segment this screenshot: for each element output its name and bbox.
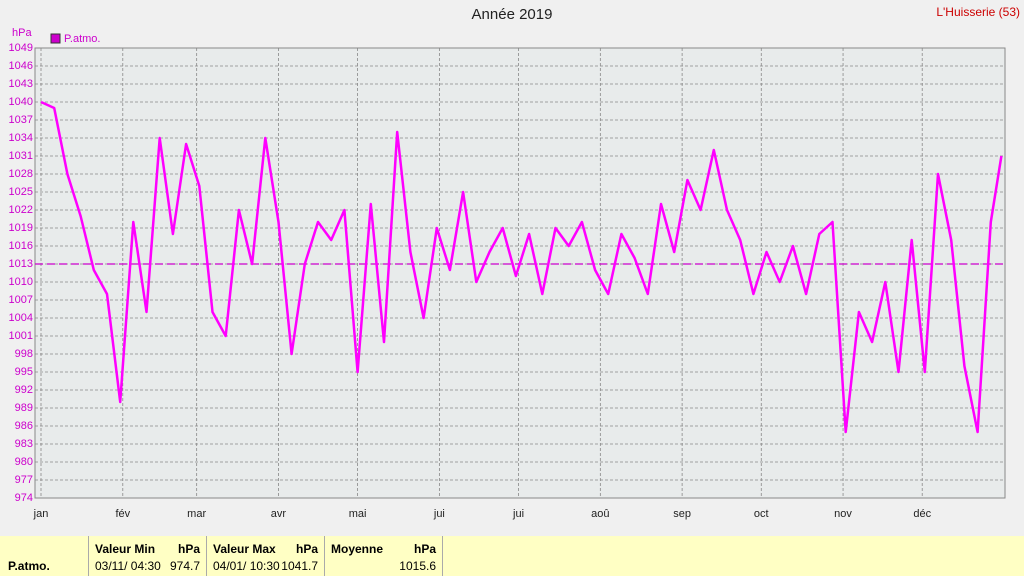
x-tick-label: jan: [33, 508, 49, 520]
y-axis-label: hPa: [12, 27, 32, 39]
stat-unit: hPa: [295, 542, 318, 556]
x-tick-label: déc: [913, 508, 931, 520]
y-tick-label: 995: [15, 366, 33, 378]
stats-panel: P.atmo. Valeur Min hPa 03/11/ 04:30 974.…: [0, 536, 1024, 576]
x-tick-label: fév: [115, 508, 130, 520]
y-tick-label: 1022: [9, 204, 33, 216]
legend-swatch: [50, 33, 61, 44]
y-tick-label: 1046: [9, 60, 33, 72]
stat-header: Moyenne: [331, 542, 384, 556]
y-tick-label: 974: [15, 492, 33, 504]
chart: Année 2019 L'Huisserie (53) hPa P.atmo. …: [9, 5, 1020, 520]
y-tick-label: 1043: [9, 78, 33, 90]
y-tick-label: 1049: [9, 42, 33, 54]
plot-area: [34, 47, 1006, 499]
y-tick-label: 980: [15, 456, 33, 468]
x-tick-label: oct: [754, 508, 769, 520]
station: L'Huisserie (53): [936, 5, 1020, 19]
y-tick-label: 1001: [9, 330, 33, 342]
x-tick-label: mar: [187, 508, 206, 520]
y-tick-label: 1037: [9, 114, 33, 126]
x-tick-label: nov: [834, 508, 852, 520]
x-tick-label: sep: [673, 508, 691, 520]
y-tick-label: 1031: [9, 150, 33, 162]
x-tick-label: aoû: [591, 508, 609, 520]
legend-label: P.atmo.: [64, 33, 101, 45]
stat-value: 1015.6: [399, 559, 436, 573]
y-tick-label: 989: [15, 402, 33, 414]
x-tick-label: avr: [271, 508, 287, 520]
x-tick-label: mai: [349, 508, 367, 520]
y-tick-label: 1025: [9, 186, 33, 198]
y-tick-label: 983: [15, 438, 33, 450]
y-tick-label: 1040: [9, 96, 33, 108]
y-tick-label: 977: [15, 474, 33, 486]
stat-value: 974.7: [169, 559, 200, 573]
x-tick-label: jui: [512, 508, 524, 520]
y-tick-label: 1034: [9, 132, 33, 144]
stat-date: 04/01/ 10:30: [213, 559, 280, 573]
y-tick-label: 1013: [9, 258, 33, 270]
stat-header: Valeur Max: [213, 542, 276, 556]
y-tick-label: 1028: [9, 168, 33, 180]
y-tick-label: 1004: [9, 312, 33, 324]
stat-cell: Valeur Max hPa 04/01/ 10:30 1041.7: [206, 536, 325, 576]
chart-title: Année 2019: [472, 6, 553, 23]
stat-date: 03/11/ 04:30: [95, 559, 161, 573]
y-tick-label: 992: [15, 384, 33, 396]
stat-unit: hPa: [413, 542, 436, 556]
stat-cell: Valeur Min hPa 03/11/ 04:30 974.7: [88, 536, 207, 576]
stat-cell: Moyenne hPa 1015.6: [324, 536, 443, 576]
stat-value: 1041.7: [281, 559, 318, 573]
y-tick-label: 1010: [9, 276, 33, 288]
stat-header: Valeur Min: [95, 542, 156, 556]
row-label: P.atmo.: [8, 559, 50, 573]
y-tick-label: 1019: [9, 222, 33, 234]
x-tick-label: jui: [433, 508, 445, 520]
y-tick-label: 1016: [9, 240, 33, 252]
y-tick-label: 986: [15, 420, 33, 432]
y-tick-label: 1007: [9, 294, 33, 306]
y-tick-label: 998: [15, 348, 33, 360]
stat-unit: hPa: [177, 542, 200, 556]
series-line: [40, 100, 1003, 434]
